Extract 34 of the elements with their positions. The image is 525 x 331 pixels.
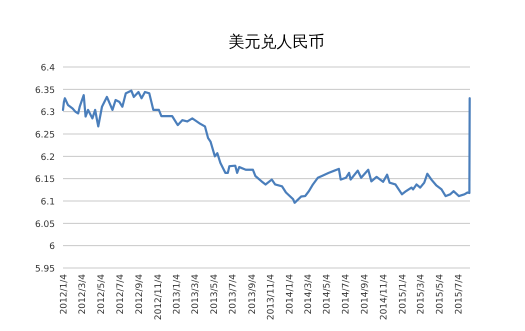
x-tick-label: 2012/1/4 <box>60 274 70 314</box>
x-tick-label: 2015/7/4 <box>454 274 464 314</box>
y-tick-label: 6.35 <box>34 86 55 96</box>
x-tick-label: 2013/3/4 <box>190 274 201 314</box>
x-tick-label: 2013/7/4 <box>228 274 239 314</box>
x-tick-label: 2014/9/4 <box>360 274 371 314</box>
y-tick-label: 6.4 <box>40 64 56 74</box>
y-tick-label: 6.1 <box>40 198 55 208</box>
y-tick-label: 6.15 <box>34 175 55 186</box>
x-tick-label: 2015/3/4 <box>416 274 427 314</box>
x-tick-label: 2012/11/4 <box>154 274 164 320</box>
y-tick-label: 6.3 <box>40 108 55 118</box>
x-tick-label: 2012/3/4 <box>78 274 88 314</box>
x-tick-label: 2012/5/4 <box>96 274 107 314</box>
y-tick-label: 6.2 <box>40 152 55 163</box>
x-tick-label: 2014/3/4 <box>304 274 314 314</box>
x-tick-label: 2014/5/4 <box>322 274 333 314</box>
x-tick-label: 2014/7/4 <box>342 274 352 314</box>
x-tick-label: 2015/5/4 <box>436 274 446 314</box>
x-tick-label: 2013/5/4 <box>210 274 220 314</box>
x-tick-label: 2014/11/4 <box>380 274 390 320</box>
y-tick-label: 5.95 <box>34 264 55 274</box>
x-tick-label: 2012/9/4 <box>134 274 145 314</box>
x-tick-label: 2015/1/4 <box>398 274 408 314</box>
chart-title: 美元兑人民币 <box>228 32 324 51</box>
line-series <box>62 90 471 204</box>
x-tick-label: 2014/1/4 <box>286 274 296 314</box>
y-tick-label: 6.25 <box>34 130 55 140</box>
x-tick-label: 2013/11/4 <box>266 274 277 320</box>
y-tick-label: 6.05 <box>34 220 55 230</box>
x-tick-label: 2013/9/4 <box>248 274 258 314</box>
x-tick-label: 2013/1/4 <box>172 274 183 314</box>
x-tick-label: 2012/7/4 <box>116 274 126 314</box>
y-tick-label: 6 <box>49 242 56 252</box>
